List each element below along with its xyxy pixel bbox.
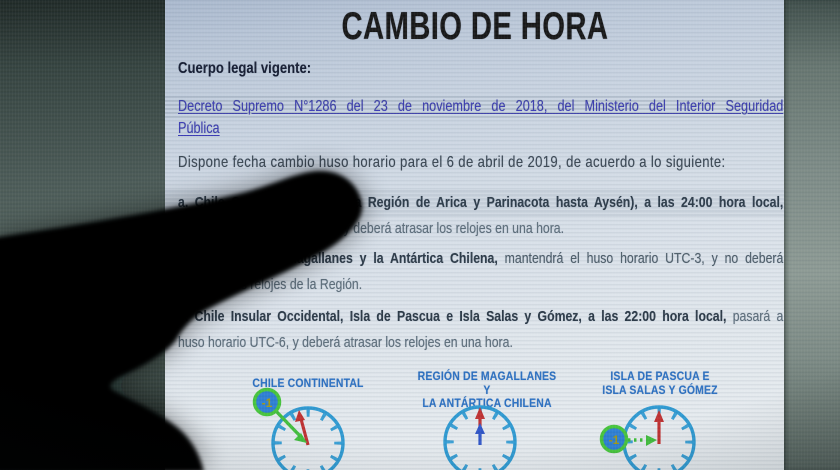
decree-link-line1[interactable]: Decreto Supremo N°1286 del 23 de noviemb… [178,98,784,115]
clock-magallanes [443,405,517,470]
clock-isla-pascua: -1 [599,405,696,470]
svg-text:-1: -1 [262,396,273,410]
item-c-line2: huso horario UTC-6, y deberá atrasar los… [178,334,513,351]
svg-text:-1: -1 [609,433,620,447]
page-title: CAMBIO DE HORA [341,5,609,48]
minus-one-badge: -1 [252,387,282,417]
clock-chile-continental: -1 [252,387,345,470]
screen-right-margin [784,0,840,470]
item-c-line1: c. Chile Insular Occidental, Isla de Pas… [178,307,783,328]
red-hour-hand-icon [295,410,310,446]
item-b-rest: mantendrá el huso horario UTC-3, y no de… [497,250,784,267]
decree-link-line2[interactable]: Pública [178,120,220,137]
green-turn-back-hand-icon [271,406,307,443]
item-c-bold: c. Chile Insular Occidental, Isla de Pas… [178,308,727,325]
clock-ticks-icon [274,409,342,470]
red-hour-hand-icon [654,410,664,444]
clock-label-magallanes: REGIÓN DE MAGALLANES Y LA ANTÁRTICA CHIL… [417,369,557,410]
item-c-rest: pasará a [726,308,784,325]
intro-text: Dispone fecha cambio huso horario para e… [178,154,726,171]
legal-heading: Cuerpo legal vigente: [178,60,312,77]
blue-hour-hand-icon [475,423,485,445]
pointing-finger-icon [0,170,363,470]
green-turn-back-hand-icon [628,435,657,446]
clock-label-isla-pascua: ISLA DE PASCUA E ISLA SALAS Y GÓMEZ [602,369,718,397]
page-title-row: CAMBIO DE HORA [166,5,784,49]
clock-label-chile-continental: CHILE CONTINENTAL [252,376,364,390]
minus-one-badge: -1 [599,424,629,454]
